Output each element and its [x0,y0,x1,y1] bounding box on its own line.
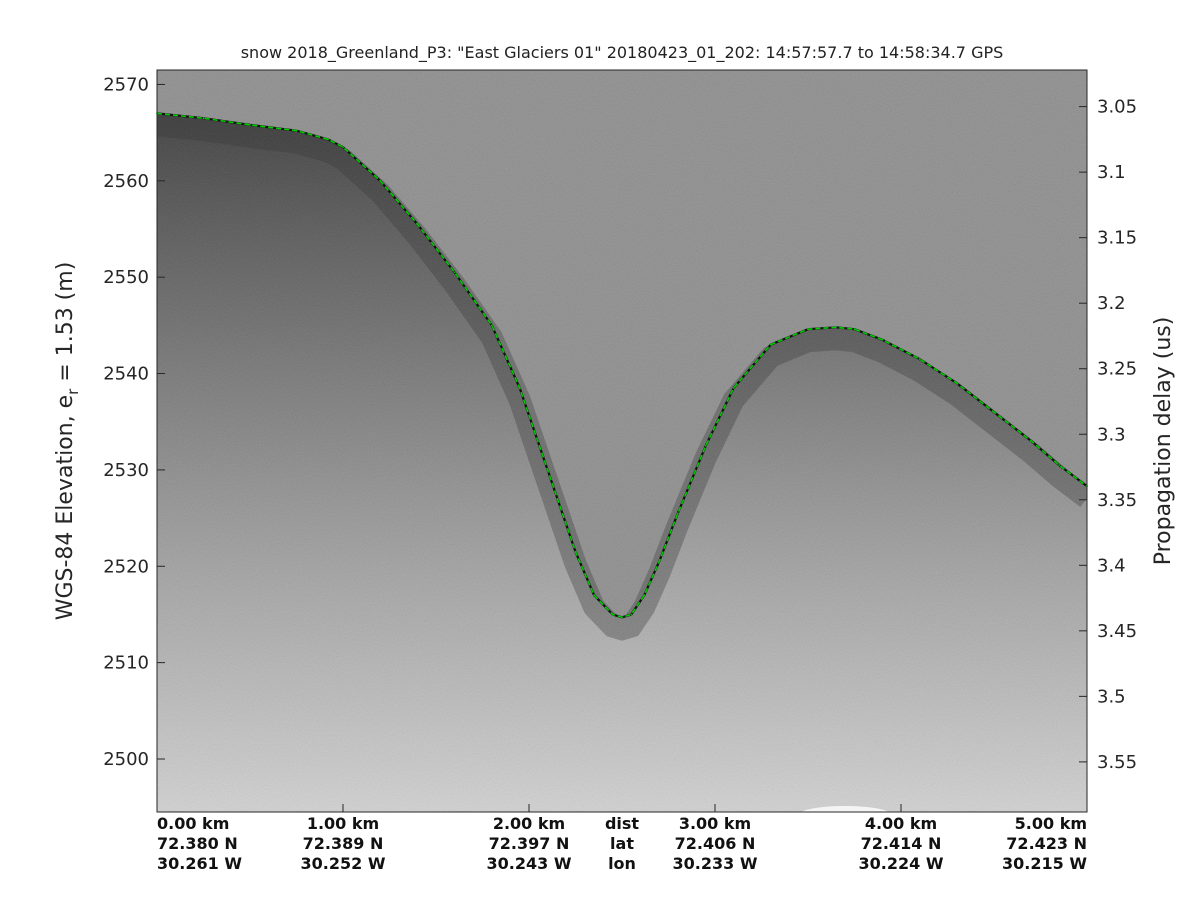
surface-point [295,129,298,132]
surface-point [853,328,856,331]
x-lon-label: 30.215 W [1002,854,1087,873]
surface-point [546,469,549,471]
x-lat-label: 72.380 N [157,834,238,853]
surface-point [955,382,958,385]
x-lon-label: lon [608,854,636,873]
surface-point [621,616,623,619]
x-dist-label: dist [605,814,639,833]
y-axis-label: WGS-84 Elevation, er = 1.53 (m) [53,262,82,621]
x-lon-label: 30.261 W [157,854,242,873]
right-tick-label: 3.3 [1097,424,1126,445]
y-tick-label: 2530 [103,460,149,481]
x-dist-label: 4.00 km [865,814,937,833]
surface-point [704,444,707,447]
surface-point [807,328,809,331]
surface-tracking-line [156,112,1088,619]
right-tick-label: 3.2 [1097,293,1126,314]
x-dist-label: 0.00 km [157,814,229,833]
y-tick-label: 2500 [103,749,149,770]
surface-point [676,512,679,515]
surface-point [574,550,577,553]
surface-point [732,387,735,389]
x-lat-label: lat [610,834,634,853]
y-tick-label: 2560 [103,171,149,192]
marks-layer: 2500 2510 2520 2530 2540 2550 2560 2570 3.05 3.1 3… [103,74,1137,873]
series-layer [156,112,1088,619]
x-lat-label: 72.414 N [861,834,942,853]
x-lat-label: 72.406 N [675,834,756,853]
right-tick-label: 3.15 [1097,228,1137,249]
y-tick-label: 2520 [103,556,149,577]
right-tick-label: 3.4 [1097,555,1126,576]
right-tick-label: 3.55 [1097,752,1137,773]
x-lon-label: 30.233 W [673,854,758,873]
surface-point [416,223,419,226]
x-lon-label: 30.243 W [487,854,572,873]
x-lon-label: 30.224 W [859,854,944,873]
surface-point [453,271,456,274]
right-tick-label: 3.25 [1097,359,1137,380]
right-tick-label: 3.5 [1097,686,1126,707]
surface-point [630,613,633,616]
surface-point [249,124,251,126]
surface-point [769,343,772,346]
bright-return-patch [801,806,889,812]
surface-point [518,387,521,389]
x-lat-label: 72.397 N [489,834,570,853]
surface-point [611,613,614,616]
surface-point [1030,440,1033,442]
surface-point [643,594,646,597]
surface-point [593,594,595,597]
right-tick-label: 3.05 [1097,97,1137,118]
x-lon-label: 30.252 W [301,854,386,873]
x-dist-label: 2.00 km [493,814,565,833]
plot-area [157,70,1087,812]
surface-point [342,146,344,149]
y-tick-label: 2570 [103,74,149,95]
surface-point [490,324,493,327]
surface-point [379,179,382,182]
speckle-noise [157,70,1087,812]
plot-frame [156,69,1088,813]
x-dist-label: 3.00 km [679,814,751,833]
x-lat-label: 72.389 N [303,834,384,853]
right-tick-label: 3.1 [1097,162,1126,183]
surface-point [327,138,329,141]
surface-point [835,326,837,329]
surface-point [881,338,884,341]
chart-title: snow 2018_Greenland_P3: "East Glaciers 0… [241,43,1004,63]
x-dist-label: 1.00 km [307,814,379,833]
right-tick-label: 3.35 [1097,490,1137,511]
y-tick-label: 2550 [103,267,149,288]
surface-point [202,117,205,120]
right-axis-label: Propagation delay (us) [1151,317,1176,566]
y-tick-label: 2540 [103,364,149,385]
right-tick-label: 3.45 [1097,621,1137,642]
x-dist-label: 5.00 km [1015,814,1087,833]
y-tick-label: 2510 [103,653,149,674]
surface-point [993,411,995,413]
x-lat-label: 72.423 N [1006,834,1087,853]
surface-point [1058,464,1060,466]
surface-point [918,358,921,360]
surface-point [658,560,661,563]
